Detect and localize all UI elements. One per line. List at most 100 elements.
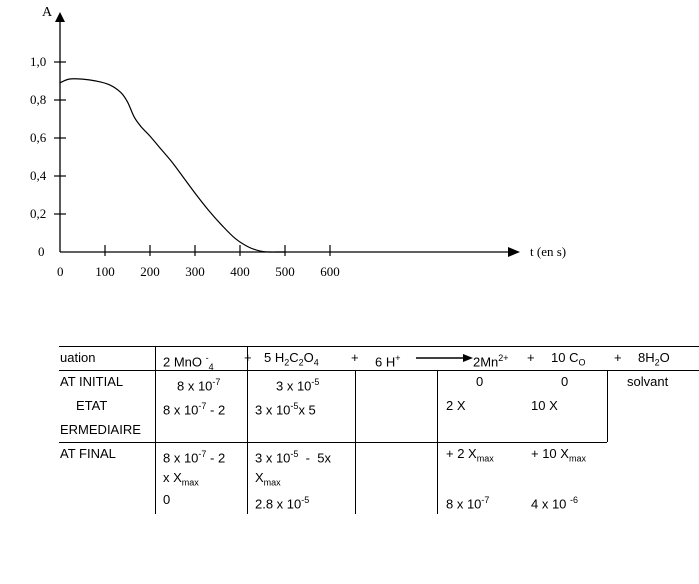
y-tick-label: 0,4: [30, 168, 47, 183]
x-tick-label: 300: [185, 264, 205, 279]
final-c1-sup: -7: [198, 449, 207, 459]
header-plus-4: +: [614, 350, 622, 365]
final-c1-l2-a: x X: [163, 470, 182, 485]
h2c2o4-a: 5 H: [264, 350, 285, 365]
final-c1-a: 8 x 10: [163, 450, 199, 466]
row-initial-mno4: 8 x 10-7: [177, 374, 220, 394]
header-mn2plus: 2Mn2+: [473, 350, 509, 370]
table-col-line-2: [247, 346, 248, 514]
row-initial-h2o: solvant: [627, 374, 669, 389]
table-header-line: [59, 370, 699, 371]
inter-c2-b: x 5: [298, 402, 316, 418]
absorbance-chart: At (en s) 0 0,2 0,4 0,6 0,8 1,0 0 100 200 300 400 5…: [30, 5, 566, 279]
inter-c2-sup: -5: [290, 401, 299, 411]
y-tick-label: 0,2: [30, 206, 46, 221]
hplus-a: 6 H: [375, 354, 396, 370]
co-sub: O: [578, 357, 586, 368]
header-h2c2o4: 5 H2C2O4: [264, 350, 319, 371]
h2o-b: O: [659, 350, 670, 365]
hplus-sup: +: [395, 353, 401, 363]
final-c1-b: - 2: [206, 450, 226, 466]
row-final-co: + 10 Xmax: [531, 446, 586, 467]
x-tick-label: 0: [57, 264, 64, 279]
final-c1-l2-sub: max: [181, 477, 199, 488]
row-final-label: AT FINAL: [60, 446, 116, 461]
row-final-mno4-line2: x Xmax: [163, 470, 199, 491]
row-inter-label-1: ETAT: [76, 398, 108, 413]
header-co: 10 CO: [551, 350, 585, 371]
h2c2o4-s2: 2: [298, 357, 304, 368]
final2-c5-a: 4 x 10: [531, 496, 571, 512]
init-c1-sup: -7: [212, 377, 221, 387]
table-col-line-5: [607, 370, 608, 442]
row-inter-mno4: 8 x 10-7 - 2: [163, 398, 225, 418]
final-c5-sub: max: [568, 453, 586, 464]
table-top-line: [59, 346, 699, 347]
final2-c4-sup: -7: [481, 495, 490, 505]
co-a: 10 C: [551, 350, 579, 365]
x-tick-label: 100: [95, 264, 115, 279]
row-initial-label: AT INITIAL: [60, 374, 124, 389]
header-plus-1: +: [244, 350, 252, 365]
row-inter-h2c2o4: 3 x 10-5x 5: [255, 398, 316, 418]
x-tick-label: 500: [275, 264, 295, 279]
final-c5-a: + 10 X: [531, 446, 569, 461]
final2-c2-sup: -5: [301, 495, 310, 505]
final-c2-a: 3 x 10: [255, 450, 291, 466]
final-c4-sub: max: [476, 453, 494, 464]
x-axis-label: t (en s): [530, 244, 566, 259]
row-initial-mn: 0: [476, 374, 484, 389]
y-tick-label: 0,8: [30, 92, 46, 107]
header-mno4: 2 MnO -4: [163, 350, 214, 375]
mn-sup: 2+: [498, 353, 509, 363]
header-h2o: 8H2O: [638, 350, 670, 371]
h2c2o4-s3: 4: [313, 357, 319, 368]
row-final-mno4: 8 x 10-7 - 2: [163, 446, 225, 466]
h2c2o4-b: C: [289, 350, 299, 365]
chart-ticks: 0 0,2 0,4 0,6 0,8 1,0 0 100 200 300 400 500 600: [30, 54, 340, 279]
x-tick-label: 600: [320, 264, 340, 279]
y-tick-label: 0: [38, 244, 45, 259]
inter-c1-b: - 2: [206, 402, 226, 418]
x-tick-label: 400: [230, 264, 250, 279]
row-inter-mn: 2 X: [446, 398, 466, 413]
final-c4-a: + 2 X: [446, 446, 477, 461]
table-final-line: [59, 442, 607, 443]
table-col-line-3: [355, 370, 356, 514]
table-col-line-1: [155, 346, 156, 514]
header-mno4-sup: -: [205, 353, 209, 363]
final2-c2-a: 2.8 x 10: [255, 496, 302, 512]
chart-plot-area: [59, 78, 285, 253]
row-final2-mno4: 0: [163, 492, 171, 507]
row-final2-mn: 8 x 10-7: [446, 492, 489, 512]
y-tick-label: 1,0: [30, 54, 46, 69]
row-final-h2c2o4: 3 x 10-5 - 5x: [255, 446, 331, 466]
reaction-arrow-icon: [416, 354, 473, 362]
final2-c5-sup: -6: [570, 495, 579, 505]
h2o-sub: 2: [654, 357, 660, 368]
inter-c1-sup: -7: [198, 401, 207, 411]
init-c2-a: 3 x 10: [276, 378, 312, 394]
y-tick-label: 0,6: [30, 130, 47, 145]
row-initial-co: 0: [561, 374, 569, 389]
inter-c1-a: 8 x 10: [163, 402, 199, 418]
inter-c2-a: 3 x 10: [255, 402, 291, 418]
row-final-mn: + 2 Xmax: [446, 446, 494, 467]
header-mno4-text: 2 MnO: [163, 354, 206, 370]
table-col-line-4: [437, 370, 438, 514]
row-final2-h2c2o4: 2.8 x 10-5: [255, 492, 309, 512]
header-plus-2: +: [351, 350, 359, 365]
final2-c4-a: 8 x 10: [446, 496, 482, 512]
init-c2-sup: -5: [311, 377, 320, 387]
init-c1-a: 8 x 10: [177, 378, 213, 394]
x-tick-label: 200: [140, 264, 160, 279]
final-c2-sup: -5: [290, 449, 299, 459]
mn-a: 2Mn: [473, 354, 499, 370]
row-final2-co: 4 x 10 -6: [531, 492, 578, 512]
h2c2o4-s1: 2: [284, 357, 290, 368]
row-inter-co: 10 X: [531, 398, 558, 413]
series-line-0: [59, 78, 285, 253]
chart-axes: At (en s): [42, 5, 566, 259]
final-c2-l2-a: X: [255, 470, 264, 485]
